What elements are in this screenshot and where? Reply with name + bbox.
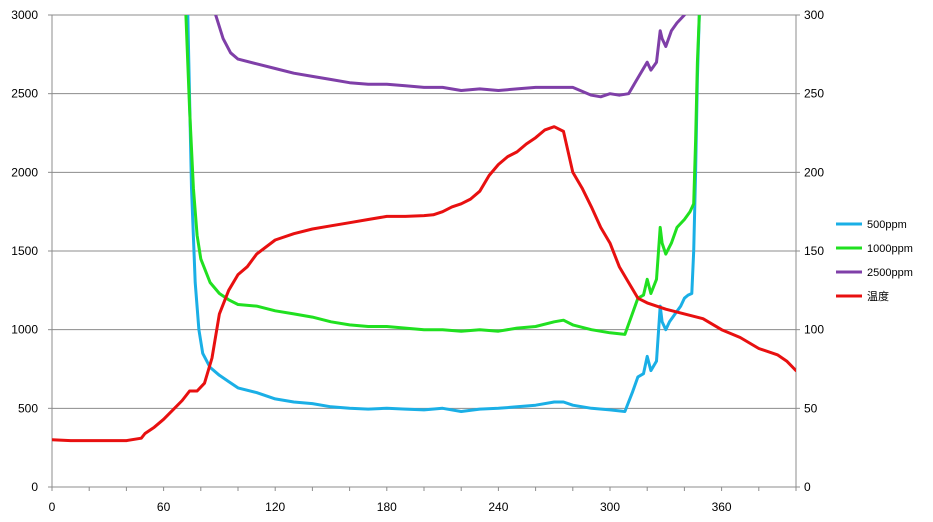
legend: 500ppm 1000ppm 2500ppm 温度 [836,219,913,303]
x-axis-tick-label: 360 [712,500,732,514]
left-axis-tick-label: 3000 [11,8,38,22]
x-axis-tick-label: 240 [488,500,508,514]
gridlines [52,14,796,409]
right-axis-tick-label: 150 [804,244,824,258]
left-axis-tick-label: 1000 [11,323,38,337]
legend-label-500ppm: 500ppm [867,219,907,231]
series-line-temperature [52,125,796,443]
right-axis-tick-label: 200 [804,165,824,179]
right-axis-tick-label: 50 [804,401,818,415]
x-axis-tick-label: 180 [377,500,397,514]
legend-label-2500ppm: 2500ppm [867,267,913,279]
right-axis-tick-labels: 0 50 100 150 200 250 300 [804,8,824,494]
x-axis-tick-label: 300 [600,500,620,514]
x-axis-tick-label: 120 [265,500,285,514]
axes [48,14,800,491]
series-line-2500ppm [214,15,686,99]
x-axis-tick-label: 60 [157,500,171,514]
right-axis-tick-label: 0 [804,480,811,494]
left-axis-tick-label: 500 [18,401,38,415]
left-axis-tick-label: 0 [31,480,38,494]
right-axis-tick-label: 250 [804,87,824,101]
legend-label-temperature: 温度 [867,289,889,303]
left-axis-tick-labels: 0 500 1000 1500 2000 2500 3000 [11,8,38,494]
legend-label-1000ppm: 1000ppm [867,243,913,255]
right-axis-tick-label: 300 [804,8,824,22]
x-axis-tick-label: 0 [49,500,56,514]
series-line-1000ppm [184,15,701,336]
left-axis-tick-label: 2000 [11,165,38,179]
series-line-500ppm [186,15,701,413]
right-axis-tick-label: 100 [804,323,824,337]
left-axis-tick-label: 2500 [11,87,38,101]
left-axis-tick-label: 1500 [11,244,38,258]
x-axis-tick-labels: 0 60 120 180 240 300 360 [49,500,732,514]
series-lines [52,15,796,443]
